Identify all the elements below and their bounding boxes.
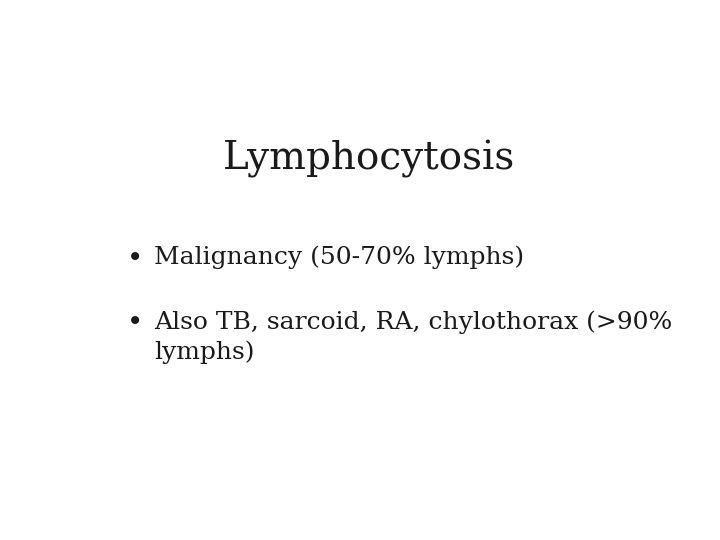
- Text: Also TB, sarcoid, RA, chylothorax (>90%
lymphs): Also TB, sarcoid, RA, chylothorax (>90% …: [154, 310, 672, 363]
- Text: •: •: [127, 246, 143, 273]
- Text: Malignancy (50-70% lymphs): Malignancy (50-70% lymphs): [154, 246, 524, 269]
- Text: •: •: [127, 310, 143, 337]
- Text: Lymphocytosis: Lymphocytosis: [223, 140, 515, 178]
